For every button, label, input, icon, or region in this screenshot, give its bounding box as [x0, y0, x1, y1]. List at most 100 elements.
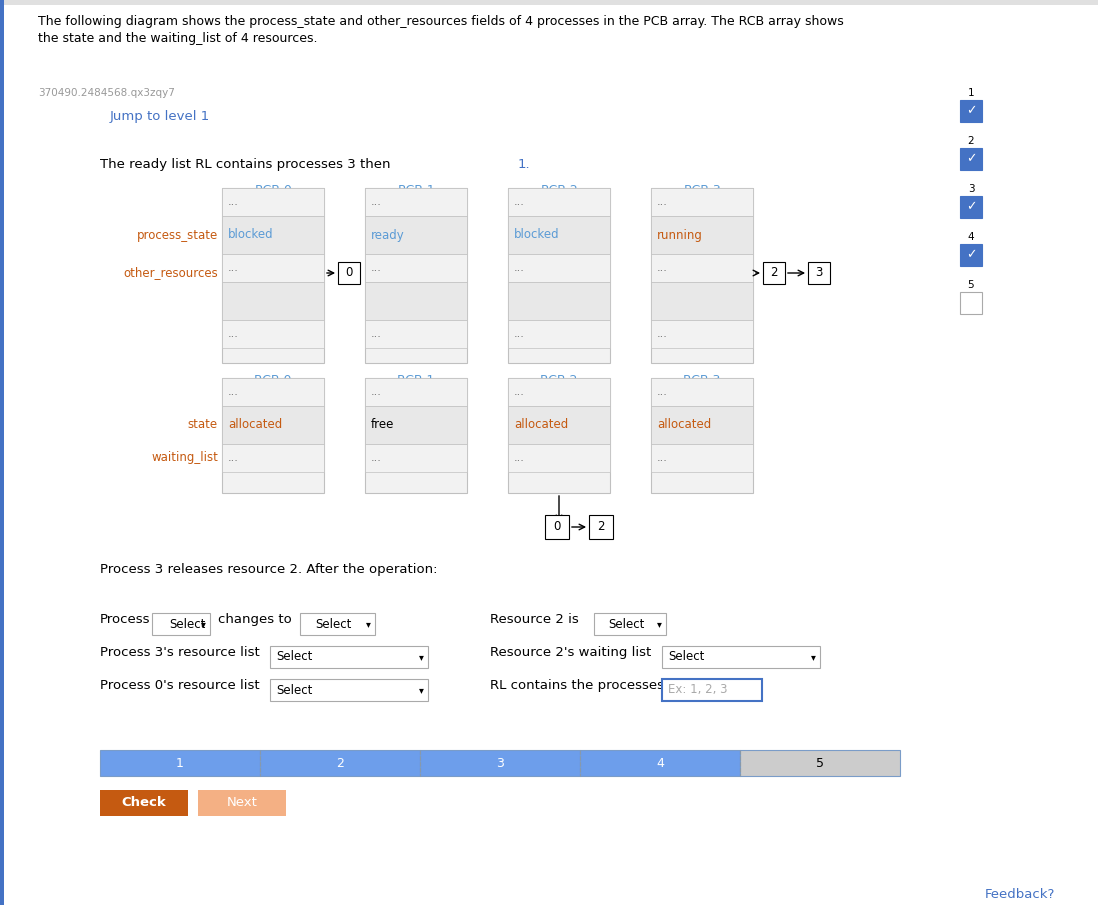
Text: Ex: 1, 2, 3: Ex: 1, 2, 3: [668, 683, 728, 697]
Text: waiting_list: waiting_list: [152, 452, 219, 464]
Text: blocked: blocked: [514, 228, 560, 242]
Text: PCB 3: PCB 3: [684, 184, 720, 197]
Text: Process 3 releases resource 2. After the operation:: Process 3 releases resource 2. After the…: [100, 563, 437, 576]
Text: ▾: ▾: [418, 652, 424, 662]
Bar: [508, 254, 610, 282]
Text: Select: Select: [169, 617, 205, 631]
Bar: [222, 406, 324, 444]
Text: allocated: allocated: [228, 418, 282, 432]
Bar: [508, 188, 610, 363]
Text: The following diagram shows the process_state and other_resources fields of 4 pr: The following diagram shows the process_…: [38, 15, 843, 28]
Bar: [222, 444, 324, 472]
Bar: [100, 790, 188, 816]
Bar: [651, 254, 753, 282]
Bar: [222, 378, 324, 493]
Text: Resource 2's waiting list: Resource 2's waiting list: [490, 646, 651, 659]
Text: 2: 2: [967, 136, 974, 146]
Text: ...: ...: [228, 263, 239, 273]
Bar: [365, 320, 467, 348]
Text: Feedback?: Feedback?: [985, 888, 1055, 901]
Bar: [662, 646, 820, 668]
Bar: [545, 515, 569, 539]
Text: 5: 5: [816, 757, 824, 769]
Text: Next: Next: [226, 795, 257, 808]
Text: ...: ...: [514, 453, 525, 463]
Bar: [260, 750, 421, 776]
Text: ...: ...: [228, 453, 239, 463]
Bar: [4, 0, 1098, 5]
Bar: [0, 0, 4, 905]
Text: Process: Process: [100, 613, 150, 626]
Text: free: free: [371, 418, 394, 432]
Text: ...: ...: [657, 453, 668, 463]
Bar: [651, 406, 753, 444]
Bar: [421, 750, 580, 776]
Bar: [508, 188, 610, 216]
Text: ✓: ✓: [966, 249, 976, 262]
Text: ...: ...: [228, 387, 239, 397]
Text: changes to: changes to: [219, 613, 292, 626]
Text: Process 3's resource list: Process 3's resource list: [100, 646, 260, 659]
Bar: [508, 406, 610, 444]
Text: RCB 1: RCB 1: [397, 374, 435, 387]
Bar: [589, 515, 613, 539]
Bar: [651, 282, 753, 320]
Text: 2: 2: [597, 520, 605, 534]
Text: ...: ...: [657, 263, 668, 273]
Text: Resource 2 is: Resource 2 is: [490, 613, 579, 626]
Bar: [222, 320, 324, 348]
Bar: [222, 282, 324, 320]
Text: ...: ...: [371, 387, 382, 397]
Text: ▾: ▾: [657, 619, 661, 629]
Text: 1: 1: [176, 757, 184, 769]
Bar: [960, 292, 982, 314]
Text: 0: 0: [345, 266, 352, 280]
Text: other_resources: other_resources: [123, 266, 219, 280]
Bar: [508, 320, 610, 348]
Text: 4: 4: [657, 757, 664, 769]
Bar: [651, 378, 753, 406]
Bar: [580, 750, 740, 776]
Text: 3: 3: [967, 184, 974, 194]
Bar: [960, 244, 982, 266]
Text: blocked: blocked: [228, 228, 273, 242]
Bar: [222, 188, 324, 363]
Bar: [508, 378, 610, 493]
Text: Select: Select: [276, 651, 312, 663]
Text: ...: ...: [371, 453, 382, 463]
Bar: [365, 378, 467, 406]
Text: ✓: ✓: [966, 201, 976, 214]
Bar: [508, 378, 610, 406]
Text: ...: ...: [657, 329, 668, 339]
Text: Check: Check: [122, 795, 167, 808]
Text: allocated: allocated: [514, 418, 569, 432]
Bar: [508, 444, 610, 472]
Bar: [222, 378, 324, 406]
Text: ...: ...: [657, 387, 668, 397]
Text: ...: ...: [514, 329, 525, 339]
Text: ...: ...: [514, 387, 525, 397]
Bar: [222, 188, 324, 216]
Text: PCB 2: PCB 2: [540, 184, 578, 197]
Text: ✓: ✓: [966, 104, 976, 118]
Text: ▾: ▾: [810, 652, 816, 662]
Bar: [808, 262, 830, 284]
Bar: [651, 188, 753, 363]
Text: ...: ...: [371, 197, 382, 207]
Text: ...: ...: [514, 197, 525, 207]
Text: 3: 3: [816, 266, 822, 280]
Text: ...: ...: [371, 263, 382, 273]
Bar: [365, 216, 467, 254]
Bar: [651, 444, 753, 472]
Text: PCB 1: PCB 1: [397, 184, 435, 197]
Text: ▾: ▾: [201, 619, 205, 629]
Text: 0: 0: [553, 520, 561, 534]
Text: Select: Select: [276, 683, 312, 697]
Bar: [365, 282, 467, 320]
Bar: [651, 378, 753, 493]
Text: Select: Select: [315, 617, 351, 631]
Bar: [365, 378, 467, 493]
Text: 2: 2: [771, 266, 777, 280]
Bar: [270, 679, 428, 701]
Bar: [763, 262, 785, 284]
